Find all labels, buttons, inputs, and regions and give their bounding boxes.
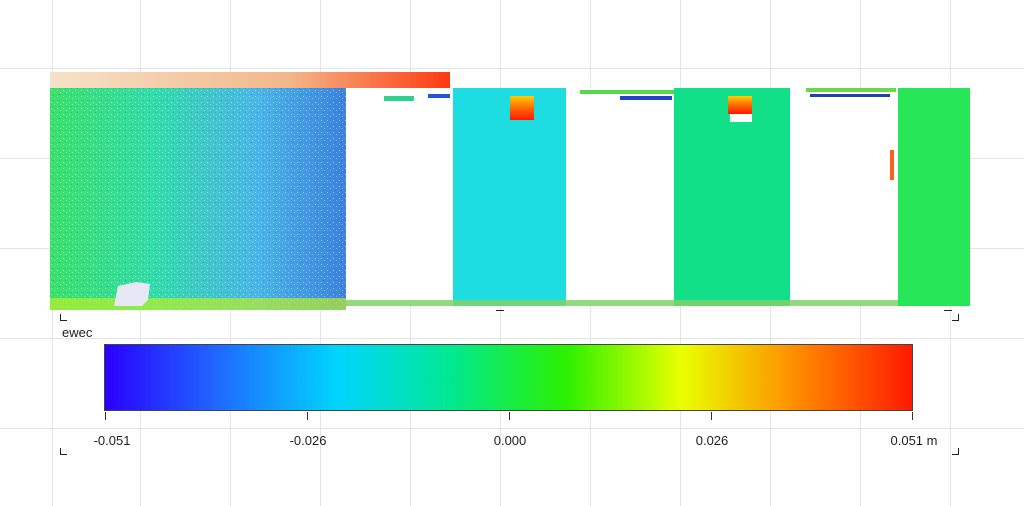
window-opening	[566, 88, 674, 300]
window-opening	[790, 88, 898, 300]
window-frame-strip	[428, 94, 450, 98]
colorbar-tick-label: 0.000	[493, 433, 527, 448]
window-frame-strip	[580, 90, 674, 94]
colorbar-tick	[509, 412, 510, 420]
grid-line	[0, 428, 1024, 429]
colorbar-tick-label: -0.026	[289, 433, 327, 448]
corner-marker	[952, 314, 959, 321]
colorbar-tick	[105, 412, 106, 420]
colorbar-tick	[307, 412, 308, 420]
colorbar-tick	[912, 412, 913, 420]
window-frame-strip	[620, 96, 672, 100]
colorbar-tick	[711, 412, 712, 420]
top-strip	[50, 72, 450, 88]
floor-line	[346, 300, 898, 306]
corner-marker	[60, 314, 67, 321]
corner-marker	[952, 448, 959, 455]
window-frame-strip	[810, 94, 890, 97]
corner-marker	[60, 448, 67, 455]
gap-patch	[114, 282, 150, 306]
wall-bottom-yellow	[50, 298, 346, 310]
corner-marker	[944, 306, 952, 311]
panel-green	[674, 88, 790, 306]
colormap-bar	[104, 344, 913, 411]
panel-right	[898, 88, 970, 306]
window-opening	[346, 88, 453, 300]
colorbar-tick-label: 0.051 m	[890, 433, 938, 448]
corner-marker	[496, 306, 504, 311]
point-cloud-view[interactable]	[50, 70, 972, 315]
panel-cyan	[453, 88, 566, 306]
window-edge-red	[890, 150, 894, 180]
hot-spot	[728, 96, 752, 114]
window-frame-strip	[806, 88, 896, 92]
colorbar-tick-label: -0.051	[93, 433, 131, 448]
hot-spot-white	[730, 114, 752, 122]
grid-line	[0, 68, 1024, 69]
colorbar-tick-label: 0.026	[695, 433, 729, 448]
window-frame-strip	[384, 96, 414, 101]
wall-speckle	[50, 88, 346, 310]
hot-spot	[510, 96, 534, 120]
colormap-label: ewec	[62, 325, 93, 340]
grid-line	[0, 338, 1024, 339]
